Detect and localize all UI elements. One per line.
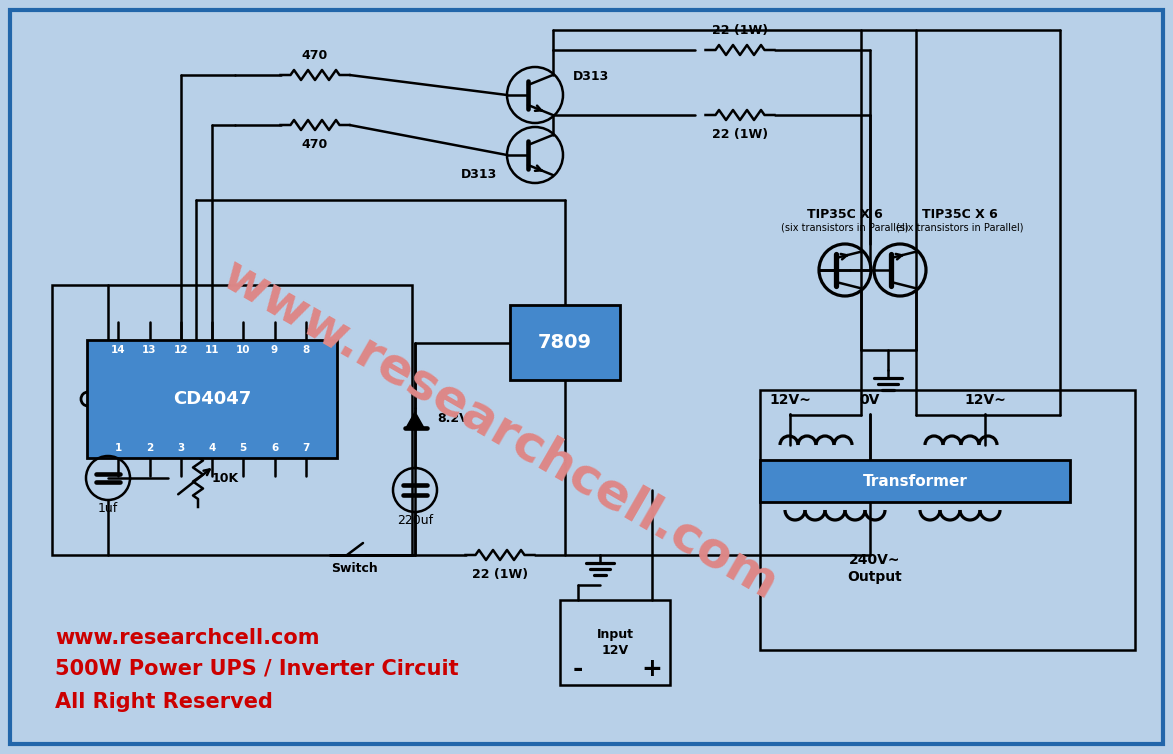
Text: 13: 13 xyxy=(142,345,157,355)
Text: 7809: 7809 xyxy=(538,333,592,352)
Text: 10: 10 xyxy=(236,345,251,355)
Text: 500W Power UPS / Inverter Circuit: 500W Power UPS / Inverter Circuit xyxy=(55,658,459,678)
Text: 220uf: 220uf xyxy=(396,513,433,526)
Text: TIP35C X 6: TIP35C X 6 xyxy=(922,209,998,222)
Text: 12V: 12V xyxy=(602,644,629,657)
Text: 12V~: 12V~ xyxy=(769,393,811,407)
Text: D313: D313 xyxy=(572,71,609,84)
Text: www.researchcell.com: www.researchcell.com xyxy=(213,251,786,609)
Text: 22 (1W): 22 (1W) xyxy=(472,568,528,581)
Bar xyxy=(560,600,670,685)
Text: 1uf: 1uf xyxy=(97,501,118,514)
Text: 2: 2 xyxy=(145,443,154,453)
Text: 7: 7 xyxy=(303,443,310,453)
Text: Input: Input xyxy=(597,628,633,641)
Text: (six transistors in Parallel): (six transistors in Parallel) xyxy=(896,223,1024,233)
Text: 14: 14 xyxy=(111,345,126,355)
Text: 22 (1W): 22 (1W) xyxy=(712,128,768,141)
Text: 22 (1W): 22 (1W) xyxy=(712,24,768,37)
Text: (six transistors in Parallel): (six transistors in Parallel) xyxy=(781,223,909,233)
Text: +: + xyxy=(642,657,663,681)
Bar xyxy=(510,305,621,380)
Text: 5: 5 xyxy=(239,443,246,453)
Bar xyxy=(760,390,1135,650)
Text: 12: 12 xyxy=(174,345,188,355)
Text: www.researchcell.com: www.researchcell.com xyxy=(55,628,319,648)
Bar xyxy=(52,285,412,555)
Text: All Right Reserved: All Right Reserved xyxy=(55,692,273,712)
Text: 470: 470 xyxy=(301,49,328,62)
Text: 8: 8 xyxy=(303,345,310,355)
Bar xyxy=(760,460,1070,502)
Text: 11: 11 xyxy=(205,345,219,355)
Text: 240V~: 240V~ xyxy=(849,553,901,567)
Text: 8.2V: 8.2V xyxy=(438,412,469,425)
Text: 1: 1 xyxy=(115,443,122,453)
Text: Output: Output xyxy=(848,570,902,584)
Text: 3: 3 xyxy=(177,443,184,453)
Bar xyxy=(87,340,337,458)
Text: CD4047: CD4047 xyxy=(172,390,251,408)
Text: -: - xyxy=(572,657,583,681)
Text: Transformer: Transformer xyxy=(862,474,968,489)
Text: 4: 4 xyxy=(209,443,216,453)
Text: 12V~: 12V~ xyxy=(964,393,1006,407)
Text: 0V: 0V xyxy=(860,393,880,407)
Text: Switch: Switch xyxy=(332,562,379,575)
Text: TIP35C X 6: TIP35C X 6 xyxy=(807,209,883,222)
Text: 9: 9 xyxy=(271,345,278,355)
Polygon shape xyxy=(406,412,423,428)
Text: 10K: 10K xyxy=(212,471,239,485)
Text: 470: 470 xyxy=(301,138,328,151)
Text: D313: D313 xyxy=(461,168,497,182)
Text: 6: 6 xyxy=(271,443,278,453)
